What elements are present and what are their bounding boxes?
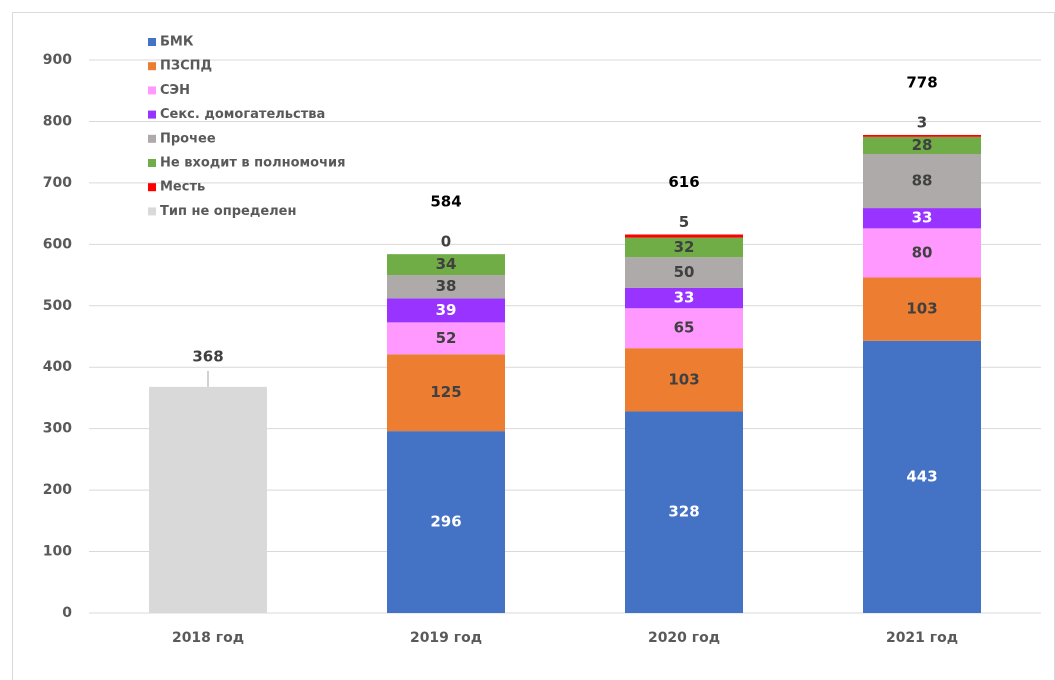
bar-segment xyxy=(863,228,981,278)
legend-swatch xyxy=(148,134,156,143)
legend-label: Не входит в полномочия xyxy=(160,156,345,171)
y-tick-label: 200 xyxy=(43,482,72,498)
data-label: 32 xyxy=(674,238,695,256)
data-label: 52 xyxy=(436,329,457,347)
legend-swatch xyxy=(148,207,156,216)
bar-segment xyxy=(625,234,743,238)
bar-segment xyxy=(863,134,981,137)
legend-label: Секс. домогательства xyxy=(160,107,325,122)
data-label: 65 xyxy=(674,319,695,337)
bar-segment xyxy=(863,136,981,155)
legend-swatch xyxy=(148,86,156,95)
data-label: 39 xyxy=(436,301,457,319)
legend-label: Прочее xyxy=(160,131,216,146)
bar-segment xyxy=(387,354,505,432)
data-label: 328 xyxy=(668,503,699,521)
x-tick-label: 2021 год xyxy=(886,630,958,646)
bar-segment xyxy=(625,348,743,412)
data-label: 0 xyxy=(441,233,451,251)
data-label: 368 xyxy=(192,347,223,365)
legend-label: СЭН xyxy=(160,83,190,98)
bar-segment xyxy=(387,298,505,323)
legend-label: БМК xyxy=(160,35,194,50)
bar-segment xyxy=(863,208,981,229)
data-label: 34 xyxy=(436,255,457,273)
y-tick-label: 600 xyxy=(43,236,72,252)
bar-segment xyxy=(625,411,743,613)
x-tick-label: 2020 год xyxy=(648,630,720,646)
data-label: 33 xyxy=(674,289,695,307)
legend-swatch xyxy=(148,62,156,71)
legend-label: ПЗСПД xyxy=(160,59,212,74)
data-label: 80 xyxy=(912,243,933,261)
data-label: 50 xyxy=(674,263,695,281)
y-tick-label: 500 xyxy=(43,298,72,314)
data-label: 5 xyxy=(679,213,689,231)
y-tick-label: 800 xyxy=(43,113,72,129)
x-tick-label: 2018 год xyxy=(172,630,244,646)
data-label: 103 xyxy=(668,370,699,388)
y-tick-label: 900 xyxy=(43,52,72,68)
bar-segment xyxy=(387,431,505,613)
bar-segment xyxy=(625,287,743,309)
legend-label: Тип не определен xyxy=(160,204,296,219)
bar-segment xyxy=(149,386,267,613)
data-label: 38 xyxy=(436,277,457,295)
legend-swatch xyxy=(148,38,156,46)
y-tick-label: 700 xyxy=(43,175,72,191)
y-tick-label: 0 xyxy=(62,605,72,621)
y-tick-label: 100 xyxy=(43,544,72,560)
y-tick-label: 300 xyxy=(43,421,72,437)
data-label: 103 xyxy=(906,300,937,318)
bar-segment xyxy=(387,254,505,276)
legend-swatch xyxy=(148,110,156,119)
bar-segment xyxy=(625,257,743,288)
legend-label: Месть xyxy=(160,180,205,195)
data-label: 28 xyxy=(912,136,933,154)
bar-segment xyxy=(625,237,743,258)
total-label: 778 xyxy=(906,73,937,91)
data-label: 33 xyxy=(912,209,933,227)
bar-segment xyxy=(863,277,981,341)
data-label: 88 xyxy=(912,172,933,190)
y-tick-label: 400 xyxy=(43,359,72,375)
bar-segment xyxy=(863,154,981,209)
legend-swatch xyxy=(148,183,156,192)
total-label: 584 xyxy=(430,193,461,211)
bar-segment xyxy=(387,322,505,355)
data-label: 296 xyxy=(430,513,461,531)
x-tick-label: 2019 год xyxy=(410,630,482,646)
bar-segment xyxy=(625,308,743,349)
bar-segment xyxy=(387,275,505,299)
bar-segment xyxy=(863,340,981,613)
data-label: 3 xyxy=(917,113,927,131)
data-label: 125 xyxy=(430,383,461,401)
legend-swatch xyxy=(148,159,156,167)
data-label: 443 xyxy=(906,467,937,485)
total-label: 616 xyxy=(668,173,699,191)
